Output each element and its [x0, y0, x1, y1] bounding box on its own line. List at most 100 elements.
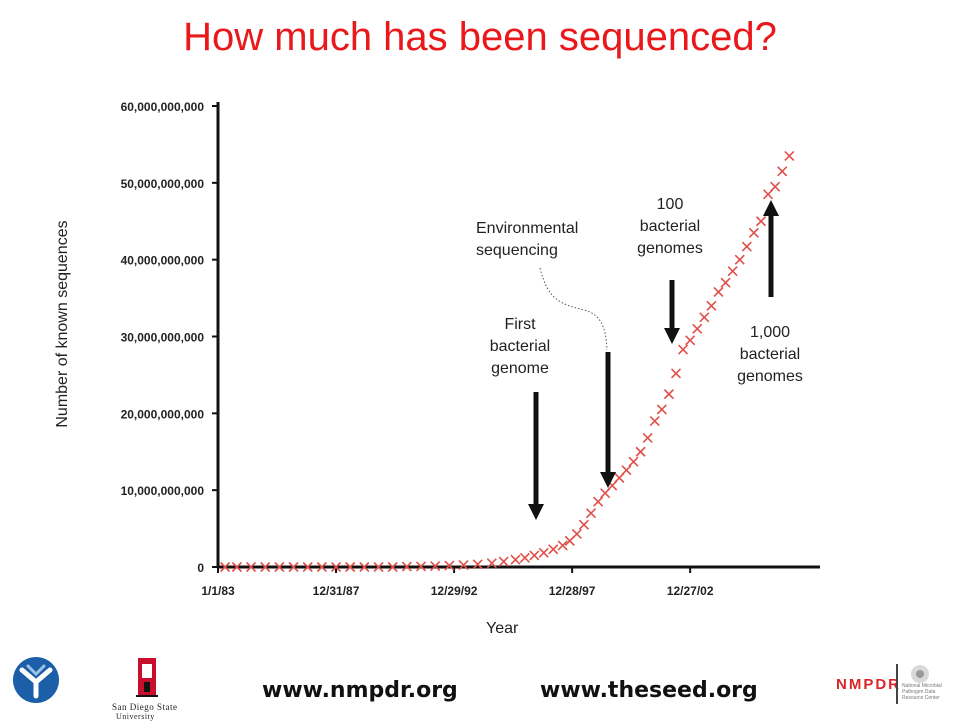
data-point [274, 561, 285, 573]
y-axis-label: Number of known sequences [54, 220, 71, 428]
data-point [713, 286, 724, 298]
footer-link-nmpdr[interactable]: www.nmpdr.org [262, 678, 458, 703]
y-tick-label: 60,000,000,000 [121, 100, 205, 114]
annotation-100-line3: genomes [637, 240, 703, 257]
data-point [373, 561, 384, 573]
data-point-stroke [316, 561, 327, 573]
data-point-stroke [548, 544, 559, 555]
annotation-first-line2: bacterial [489, 338, 551, 355]
data-point-stroke [387, 561, 398, 573]
data-point [458, 560, 469, 571]
data-point-stroke [444, 560, 455, 571]
annotation-1000-genomes: 1,000 bacterial genomes [720, 322, 820, 388]
data-point [472, 559, 483, 570]
first-genome-arrow [528, 392, 544, 520]
data-point-stroke [670, 368, 682, 379]
data-point [727, 266, 738, 277]
data-point [316, 561, 327, 573]
annotation-environmental-text: Environmental sequencing [476, 220, 579, 259]
data-point-stroke [231, 561, 242, 573]
slide-title: How much has been sequenced? [183, 15, 777, 59]
data-point-stroke [274, 561, 285, 573]
data-point [777, 166, 788, 177]
data-point-stroke [330, 561, 342, 573]
sdsu-logo-icon [136, 658, 158, 697]
data-point-stroke [685, 335, 696, 346]
data-point-stroke [656, 404, 667, 415]
hundred-genomes-arrow-head [664, 328, 680, 344]
annotation-1000-line3: genomes [737, 368, 803, 385]
data-point-stroke [345, 561, 356, 573]
data-point [486, 558, 497, 569]
data-point [288, 561, 299, 573]
data-point [529, 550, 540, 561]
data-point-stroke [578, 519, 589, 530]
data-point-stroke [260, 561, 271, 573]
data-point-stroke [571, 528, 582, 540]
data-point-stroke [734, 254, 745, 265]
data-point-stroke [621, 465, 632, 476]
data-point [685, 335, 696, 346]
data-point-stroke [486, 558, 497, 569]
nmpdr-logo-divider [896, 664, 898, 704]
data-point-stroke [635, 446, 646, 457]
data-point [557, 540, 568, 551]
annotation-1000-line2: bacterial [739, 346, 801, 363]
data-point-stroke [519, 552, 530, 563]
data-point [571, 528, 582, 540]
data-point-stroke [245, 561, 257, 573]
nmpdr-logo-icon [911, 665, 929, 683]
x-tick-label: 12/29/92 [431, 584, 478, 598]
data-point-stroke [784, 150, 795, 162]
data-point [519, 552, 530, 563]
data-point [755, 216, 767, 227]
data-point-stroke [699, 312, 710, 323]
fig-logo-icon [13, 657, 59, 703]
annotation-100-line1: 100 [656, 196, 684, 213]
annotation-1000-line1: 1,000 [749, 324, 791, 341]
thousand-genomes-arrow [763, 200, 779, 297]
annotation-first-genome: First bacterial genome [470, 314, 570, 380]
data-point-stroke [288, 561, 299, 573]
data-point-stroke [359, 561, 370, 573]
footer-link-theseed[interactable]: www.theseed.org [540, 678, 758, 703]
data-point-stroke [401, 561, 412, 572]
x-tick-label: 12/28/97 [549, 584, 596, 598]
data-point-stroke [741, 241, 752, 252]
data-point-stroke [373, 561, 384, 573]
data-point [444, 560, 455, 571]
data-point [359, 561, 370, 573]
y-ticks: 0 10,000,000,000 20,000,000,000 30,000,000,… [121, 100, 218, 575]
data-point [720, 277, 731, 288]
data-point-stroke [678, 344, 689, 355]
data-point [401, 561, 412, 572]
data-point-stroke [777, 166, 788, 177]
data-point [699, 312, 710, 323]
data-point-stroke [713, 286, 724, 298]
data-point [635, 446, 646, 457]
x-axis-label: Year [486, 620, 519, 637]
data-point [593, 496, 604, 507]
data-point-stroke [628, 456, 639, 467]
data-point [260, 561, 271, 573]
data-points [220, 150, 795, 573]
x-ticks: 1/1/83 12/31/87 12/29/92 12/28/97 12/27/02 [201, 567, 714, 598]
data-point [345, 561, 356, 573]
data-point [706, 300, 717, 311]
data-point [538, 547, 549, 558]
environmental-connector [539, 267, 608, 351]
data-point-stroke [557, 540, 568, 551]
data-point [628, 456, 639, 467]
data-point [656, 404, 667, 415]
data-point-stroke [302, 561, 313, 573]
nmpdr-logo-subtext: National Microbial Pathogen Data Resourc… [902, 683, 942, 701]
data-point [578, 519, 589, 530]
thousand-genomes-arrow-head [763, 200, 779, 216]
data-point-stroke [415, 561, 427, 572]
data-point [741, 241, 752, 252]
data-point-stroke [748, 227, 759, 238]
data-point [548, 544, 559, 555]
data-point-stroke [529, 550, 540, 561]
environmental-arrow-head [600, 472, 616, 488]
